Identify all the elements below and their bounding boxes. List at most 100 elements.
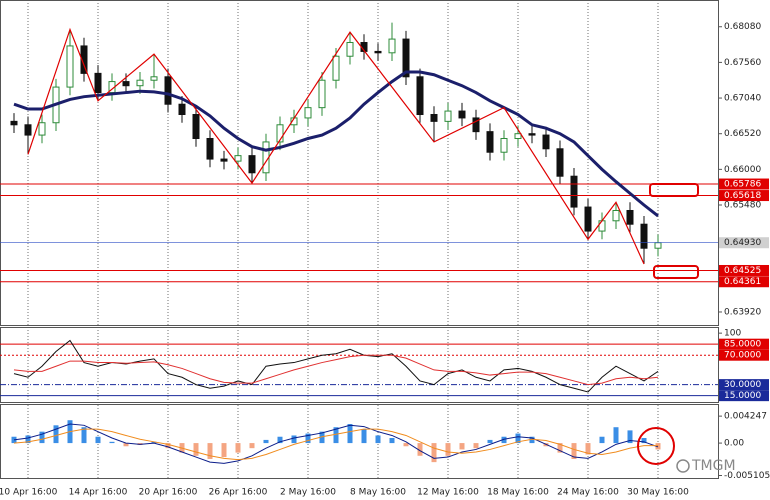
level-label: 70.0000 xyxy=(724,351,761,361)
y-tick-label: 100 xyxy=(724,329,741,339)
histogram-bar xyxy=(501,436,507,444)
histogram-bar xyxy=(207,443,213,459)
histogram-bar xyxy=(389,438,395,444)
histogram-bar xyxy=(123,443,129,447)
zone-marker xyxy=(653,265,699,279)
histogram-bar xyxy=(263,439,269,444)
candle-body xyxy=(556,148,564,177)
candle-body xyxy=(234,155,242,162)
candle-body xyxy=(626,209,634,225)
candle-body xyxy=(430,114,438,122)
level-label: 0.65786 xyxy=(724,180,761,190)
level-label: 15.0000 xyxy=(724,391,761,401)
histogram-bar xyxy=(431,443,437,463)
candle-body xyxy=(584,206,592,232)
candle-body xyxy=(220,158,228,162)
zone-marker xyxy=(649,183,699,197)
level-label-bg xyxy=(719,338,769,350)
level-label-bg xyxy=(719,379,769,391)
x-tick-label: 14 Apr 16:00 xyxy=(69,488,128,498)
x-tick-label: 24 May 16:00 xyxy=(557,488,619,498)
candle-body xyxy=(402,38,410,78)
histogram-bar xyxy=(249,443,255,449)
candle-body xyxy=(136,79,144,87)
level-label: 85.0000 xyxy=(724,340,761,350)
series-line xyxy=(13,354,659,386)
price-panel xyxy=(0,0,719,326)
candle-body xyxy=(332,55,340,81)
candle-body xyxy=(472,117,480,133)
histogram-bar xyxy=(487,439,493,444)
histogram-bar xyxy=(291,435,297,444)
histogram-bar xyxy=(277,436,283,444)
candle-body xyxy=(388,38,396,54)
x-tick-label: 8 May 16:00 xyxy=(350,488,406,498)
series-line xyxy=(13,70,659,218)
candle-body xyxy=(612,209,620,222)
y-tick-label: 0.00 xyxy=(724,439,744,449)
candle-body xyxy=(416,76,424,116)
candle-body xyxy=(66,45,74,88)
zigzag-line xyxy=(27,27,645,265)
candle-body xyxy=(192,114,200,140)
series-line xyxy=(13,428,658,461)
histogram-bar xyxy=(641,438,647,444)
level-label-bg xyxy=(719,178,769,190)
histogram-bar xyxy=(95,436,101,444)
histogram-bar xyxy=(599,436,605,444)
histogram-bar xyxy=(319,431,325,444)
y-tick-label: 0.65480 xyxy=(724,201,761,211)
x-tick-label: 10 Apr 16:00 xyxy=(0,488,58,498)
candle-body xyxy=(276,124,284,143)
level-label-bg xyxy=(719,349,769,361)
y-tick-label: 0.66520 xyxy=(724,129,761,139)
plot: 0.68080 0.67560 0.67040 0.66520 0.66000 0.654… xyxy=(0,22,770,498)
candle-body xyxy=(150,76,158,81)
histogram-bar xyxy=(417,443,423,456)
x-tick-label: 18 May 16:00 xyxy=(487,488,549,498)
histogram-bar xyxy=(557,443,563,453)
histogram-bar xyxy=(529,436,535,444)
histogram-bar xyxy=(235,443,241,453)
histogram-bar xyxy=(361,429,367,444)
level-label: 0.64361 xyxy=(724,277,761,287)
histogram-bar xyxy=(571,443,577,459)
histogram-bar xyxy=(109,441,115,444)
y-tick-label: 0.67040 xyxy=(724,94,761,104)
histogram-bar xyxy=(459,443,465,450)
candle-body xyxy=(374,50,382,54)
current-price-bg xyxy=(719,237,769,249)
candle-body xyxy=(514,133,522,140)
candle-body xyxy=(24,124,32,136)
histogram-bar xyxy=(515,433,521,444)
histogram-bar xyxy=(305,433,311,444)
candle-body xyxy=(346,42,354,57)
candle-body xyxy=(304,107,312,119)
candle-body xyxy=(458,110,466,119)
candle-body xyxy=(444,110,452,122)
current-price-label: 0.64930 xyxy=(724,238,761,248)
x-tick-label: 30 May 16:00 xyxy=(627,488,689,498)
histogram-bar xyxy=(445,443,451,456)
y-tick-label: 0.66000 xyxy=(724,165,761,175)
candle-body xyxy=(80,45,88,74)
candle-body xyxy=(570,175,578,208)
histogram-bar xyxy=(627,430,633,444)
candle-body xyxy=(10,120,18,126)
candle-body xyxy=(500,138,508,153)
candle-body xyxy=(122,81,130,87)
y-tick-label: -0.005105 xyxy=(724,471,770,481)
level-label-bg xyxy=(719,390,769,402)
histogram-bar xyxy=(375,435,381,444)
candle-body xyxy=(486,131,494,153)
histogram-bar xyxy=(613,427,619,444)
x-tick-label: 20 Apr 16:00 xyxy=(139,488,198,498)
x-tick-label: 12 May 16:00 xyxy=(417,488,479,498)
watermark: TMGM xyxy=(691,458,736,474)
histogram-bar xyxy=(193,443,199,456)
histogram-bar xyxy=(221,443,227,458)
rsi-panel xyxy=(0,327,719,403)
x-tick-label: 2 May 16:00 xyxy=(280,488,336,498)
